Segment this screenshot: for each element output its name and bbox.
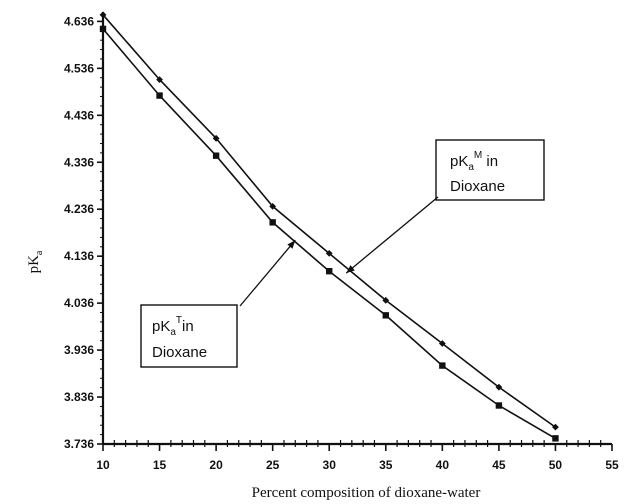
annotation-t-line2: Dioxane <box>152 344 207 361</box>
data-point-m <box>99 11 107 19</box>
data-point-t <box>552 435 559 442</box>
data-point-t <box>495 402 503 409</box>
data-point-t <box>382 312 389 319</box>
axes: 3.736 3.836 3.936 4.036 4.136 4.236 4.336 4.436… <box>64 12 619 472</box>
annotation-m-sub: a <box>468 162 474 173</box>
y-axis-title-main: pK <box>26 255 42 274</box>
data-point-m <box>269 203 277 210</box>
annotation-t-sup: T <box>176 315 182 326</box>
x-tick-label: 35 <box>379 458 393 472</box>
data-point-m <box>382 296 390 304</box>
x-tick-label: 25 <box>266 458 280 472</box>
annotation-m-main: pK <box>450 153 468 170</box>
data-point-m <box>156 76 163 84</box>
y-tick-label: 4.036 <box>64 296 94 310</box>
data-point-t <box>326 268 333 275</box>
x-tick-label: 30 <box>323 458 337 472</box>
y-tick-label: 3.736 <box>64 437 94 451</box>
annotation-arrowhead-m <box>346 265 355 274</box>
x-tick-label: 50 <box>549 458 563 472</box>
series-layer <box>99 11 559 442</box>
annotation-m: pKaM in Dioxane <box>435 139 545 201</box>
y-tick-label: 4.136 <box>64 249 94 263</box>
annotation-t-box <box>140 304 238 368</box>
annotation-arrowhead-t <box>287 240 296 249</box>
y-tick-label: 3.836 <box>64 390 94 404</box>
data-point-m <box>552 423 559 431</box>
y-tick-label: 4.536 <box>64 61 94 75</box>
x-axis-title: Percent composition of dioxane-water <box>252 485 481 501</box>
data-point-t <box>99 25 107 33</box>
annotation-m-line2: Dioxane <box>450 178 505 195</box>
annotation-t-main: pK <box>152 318 170 335</box>
x-tick-label: 55 <box>605 458 619 472</box>
annotations: pKaM in Dioxane pKaTin Dioxane <box>140 139 545 368</box>
annotation-m-sup: M <box>474 150 482 161</box>
annotation-t-tail: in <box>182 318 194 335</box>
annotation-arrow-t <box>239 239 296 307</box>
data-point-t <box>212 152 220 159</box>
data-point-m <box>212 134 220 142</box>
annotation-m-box <box>435 139 545 201</box>
y-axis-title: pKa <box>26 250 45 273</box>
data-point-m <box>495 383 503 391</box>
data-point-m <box>325 249 333 257</box>
annotation-t-line1: pKaTin <box>152 315 194 338</box>
data-point-m <box>438 340 446 347</box>
x-tick-label: 40 <box>436 458 450 472</box>
y-tick-label: 4.436 <box>64 108 94 122</box>
y-tick-label: 4.636 <box>64 14 94 28</box>
x-tick-label: 45 <box>492 458 506 472</box>
annotation-t-sub: a <box>170 327 176 338</box>
annotation-m-line1: pKaM in <box>450 150 498 173</box>
annotation-t: pKaTin Dioxane <box>140 304 238 368</box>
x-tick-label: 20 <box>209 458 223 472</box>
data-point-t <box>156 92 163 99</box>
annotation-arrow-m <box>345 196 439 274</box>
y-tick-label: 4.236 <box>64 202 94 216</box>
data-point-t <box>269 219 276 226</box>
annotation-m-tail: in <box>482 153 498 170</box>
x-tick-label: 10 <box>96 458 110 472</box>
y-tick-label: 3.936 <box>64 343 94 357</box>
y-tick-label: 4.336 <box>64 155 94 169</box>
data-point-t <box>439 362 446 369</box>
y-axis-title-sub: a <box>34 250 45 255</box>
x-tick-label: 15 <box>153 458 167 472</box>
